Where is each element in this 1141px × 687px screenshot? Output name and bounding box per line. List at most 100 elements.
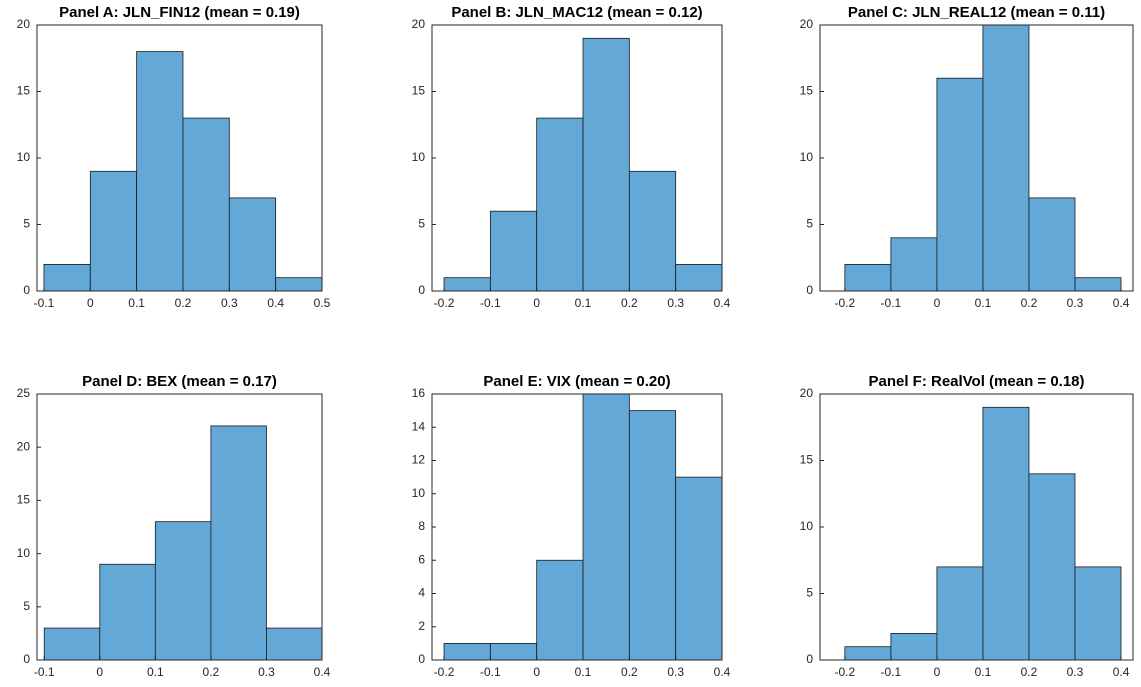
panel-title: Panel D: BEX (mean = 0.17) — [82, 373, 277, 390]
bar — [443, 277, 491, 292]
x-tick-label: 0.2 — [203, 665, 220, 679]
bar — [1074, 277, 1122, 292]
bar — [266, 627, 323, 661]
bar — [489, 642, 538, 661]
y-tick-label: 14 — [412, 419, 426, 433]
x-tick-label: 0.1 — [975, 665, 992, 679]
y-tick-label: 0 — [23, 652, 30, 666]
x-tick-label: 0.4 — [1113, 296, 1130, 310]
panel-title: Panel E: VIX (mean = 0.20) — [483, 373, 670, 390]
bar — [675, 476, 723, 661]
bar — [890, 237, 938, 292]
y-tick-label: 15 — [412, 84, 426, 98]
y-tick-label: 12 — [412, 453, 426, 467]
bar — [489, 210, 538, 292]
y-tick-label: 20 — [800, 17, 814, 31]
y-tick-label: 5 — [806, 586, 813, 600]
x-tick-label: -0.1 — [34, 296, 55, 310]
y-tick-label: 16 — [412, 386, 426, 400]
x-tick-label: -0.1 — [480, 296, 501, 310]
y-tick-label: 0 — [418, 283, 425, 297]
y-tick-label: 15 — [17, 84, 31, 98]
bar — [582, 37, 630, 292]
bar — [89, 170, 138, 292]
x-tick-label: 0.2 — [621, 665, 638, 679]
y-tick-label: 5 — [23, 217, 30, 231]
bar — [844, 263, 892, 292]
x-tick-label: 0.3 — [258, 665, 275, 679]
x-tick-label: 0.3 — [667, 665, 684, 679]
panel: Panel F: RealVol (mean = 0.18) 0 5 10 15 20 -0… — [800, 373, 1134, 679]
x-tick-label: 0.4 — [714, 296, 731, 310]
bar — [228, 197, 277, 292]
panel: Panel D: BEX (mean = 0.17) 0 5 10 15 20 25 -0.1… — [17, 373, 331, 679]
y-tick-label: 5 — [806, 217, 813, 231]
x-tick-label: 0 — [96, 665, 103, 679]
bar — [890, 633, 938, 661]
y-tick-label: 2 — [418, 619, 425, 633]
x-tick-label: 0.3 — [1067, 665, 1084, 679]
x-tick-label: -0.1 — [881, 296, 902, 310]
y-tick-label: 15 — [17, 493, 31, 507]
x-tick-label: 0 — [533, 296, 540, 310]
panel: Panel C: JLN_REAL12 (mean = 0.11) 0 5 10 15 2… — [800, 4, 1134, 310]
panel: Panel A: JLN_FIN12 (mean = 0.19) 0 5 10 15 20… — [17, 4, 331, 310]
x-tick-label: 0.5 — [314, 296, 331, 310]
bar — [675, 263, 723, 292]
bar — [1074, 566, 1122, 661]
x-tick-label: 0.2 — [621, 296, 638, 310]
bar — [536, 117, 584, 292]
y-tick-label: 6 — [418, 552, 425, 566]
bar — [136, 51, 184, 292]
panel-title: Panel C: JLN_REAL12 (mean = 0.11) — [848, 4, 1105, 21]
y-tick-label: 10 — [412, 150, 426, 164]
x-tick-label: 0.1 — [975, 296, 992, 310]
x-tick-label: 0.2 — [1021, 665, 1038, 679]
x-tick-label: 0 — [934, 296, 941, 310]
bar — [154, 521, 212, 661]
bar — [628, 170, 677, 292]
panel-title: Panel B: JLN_MAC12 (mean = 0.12) — [451, 4, 702, 21]
x-tick-label: 0 — [934, 665, 941, 679]
y-tick-label: 10 — [17, 546, 31, 560]
x-tick-label: 0.1 — [575, 296, 592, 310]
y-tick-label: 10 — [412, 486, 426, 500]
bar — [210, 425, 267, 661]
y-tick-label: 20 — [17, 439, 31, 453]
x-tick-label: 0.2 — [1021, 296, 1038, 310]
x-tick-label: 0 — [533, 665, 540, 679]
y-tick-label: 0 — [806, 652, 813, 666]
x-tick-label: 0 — [87, 296, 94, 310]
bar — [936, 77, 984, 292]
bar — [936, 566, 984, 661]
panel: Panel B: JLN_MAC12 (mean = 0.12) 0 5 10 15 20… — [412, 4, 731, 310]
y-tick-label: 15 — [800, 453, 814, 467]
y-tick-label: 0 — [418, 652, 425, 666]
axes-box — [36, 393, 323, 661]
y-tick-label: 20 — [800, 386, 814, 400]
x-tick-label: -0.2 — [434, 296, 455, 310]
y-tick-label: 20 — [412, 17, 426, 31]
x-tick-label: 0.1 — [575, 665, 592, 679]
y-tick-label: 4 — [418, 586, 425, 600]
bar — [1028, 197, 1076, 292]
x-tick-label: -0.2 — [835, 665, 856, 679]
x-tick-label: 0.2 — [175, 296, 192, 310]
x-tick-label: 0.4 — [267, 296, 284, 310]
x-tick-label: 0.4 — [314, 665, 331, 679]
bar — [982, 406, 1030, 661]
y-tick-label: 0 — [806, 283, 813, 297]
x-tick-label: -0.1 — [881, 665, 902, 679]
bar — [1028, 473, 1076, 661]
x-tick-label: -0.2 — [835, 296, 856, 310]
panel-title: Panel F: RealVol (mean = 0.18) — [868, 373, 1084, 390]
y-tick-label: 0 — [23, 283, 30, 297]
bar — [443, 642, 491, 661]
bar — [275, 277, 323, 292]
bar — [43, 263, 91, 292]
y-tick-label: 10 — [17, 150, 31, 164]
x-tick-label: 0.3 — [1067, 296, 1084, 310]
x-tick-label: 0.4 — [1113, 665, 1130, 679]
y-tick-label: 10 — [800, 519, 814, 533]
panel: Panel E: VIX (mean = 0.20) 0 2 4 6 8 10 12 14 16 -… — [412, 373, 731, 679]
